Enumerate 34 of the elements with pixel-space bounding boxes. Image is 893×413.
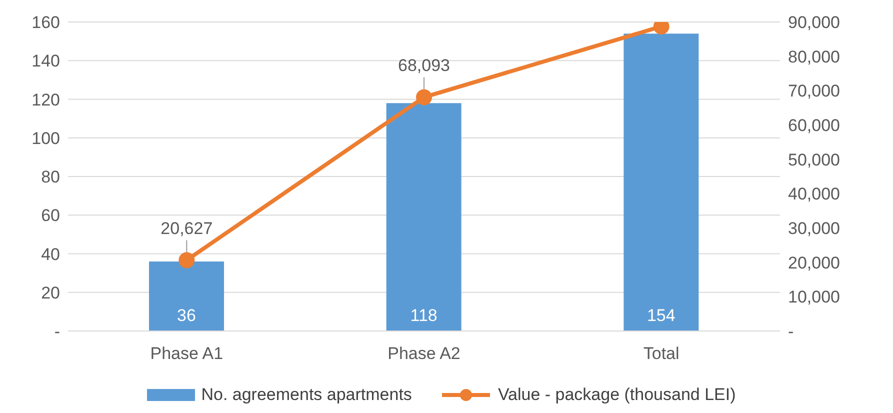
data-label: 20,627 xyxy=(160,219,213,238)
y2-tick-label: 30,000 xyxy=(788,219,840,238)
y2-tick-label: 40,000 xyxy=(788,184,840,204)
y-tick-label: 140 xyxy=(32,52,60,71)
point xyxy=(178,252,195,268)
y2-tick-label: 70,000 xyxy=(788,82,840,101)
data-label: 36 xyxy=(177,306,196,325)
y-tick-label: 80 xyxy=(41,168,60,187)
legend-label: No. agreements apartments xyxy=(200,385,412,405)
y2-tick-label: 20,000 xyxy=(788,253,840,272)
y2-tick-label: - xyxy=(788,322,794,342)
y-tick-label: 120 xyxy=(32,90,60,110)
x-tick-label: Phase A2 xyxy=(388,344,460,364)
y2-tick-label: 10,000 xyxy=(788,288,840,307)
y-tick-label: 100 xyxy=(32,128,60,148)
data-label: 154 xyxy=(646,306,676,325)
y-tick-label: 160 xyxy=(32,13,60,32)
y-tick-label: 40 xyxy=(41,244,60,264)
y2-tick-label: 50,000 xyxy=(788,150,840,170)
y2-tick-label: 80,000 xyxy=(788,47,840,66)
data-label: 68,093 xyxy=(398,56,450,76)
point xyxy=(416,89,432,106)
bar xyxy=(624,34,699,331)
y-tick-label: 20 xyxy=(41,283,60,302)
bar xyxy=(386,103,462,331)
y2-tick-label: 90,000 xyxy=(788,13,840,32)
data-label: 118 xyxy=(410,306,438,325)
y-tick-label: - xyxy=(54,322,60,342)
legend-label: Value - package (thousand LEI) xyxy=(496,385,736,405)
x-tick-label: Total xyxy=(643,344,680,364)
y2-tick-label: 60,000 xyxy=(788,116,840,136)
bar xyxy=(149,261,224,331)
y-tick-label: 60 xyxy=(41,206,60,226)
x-tick-label: Phase A1 xyxy=(150,344,224,364)
